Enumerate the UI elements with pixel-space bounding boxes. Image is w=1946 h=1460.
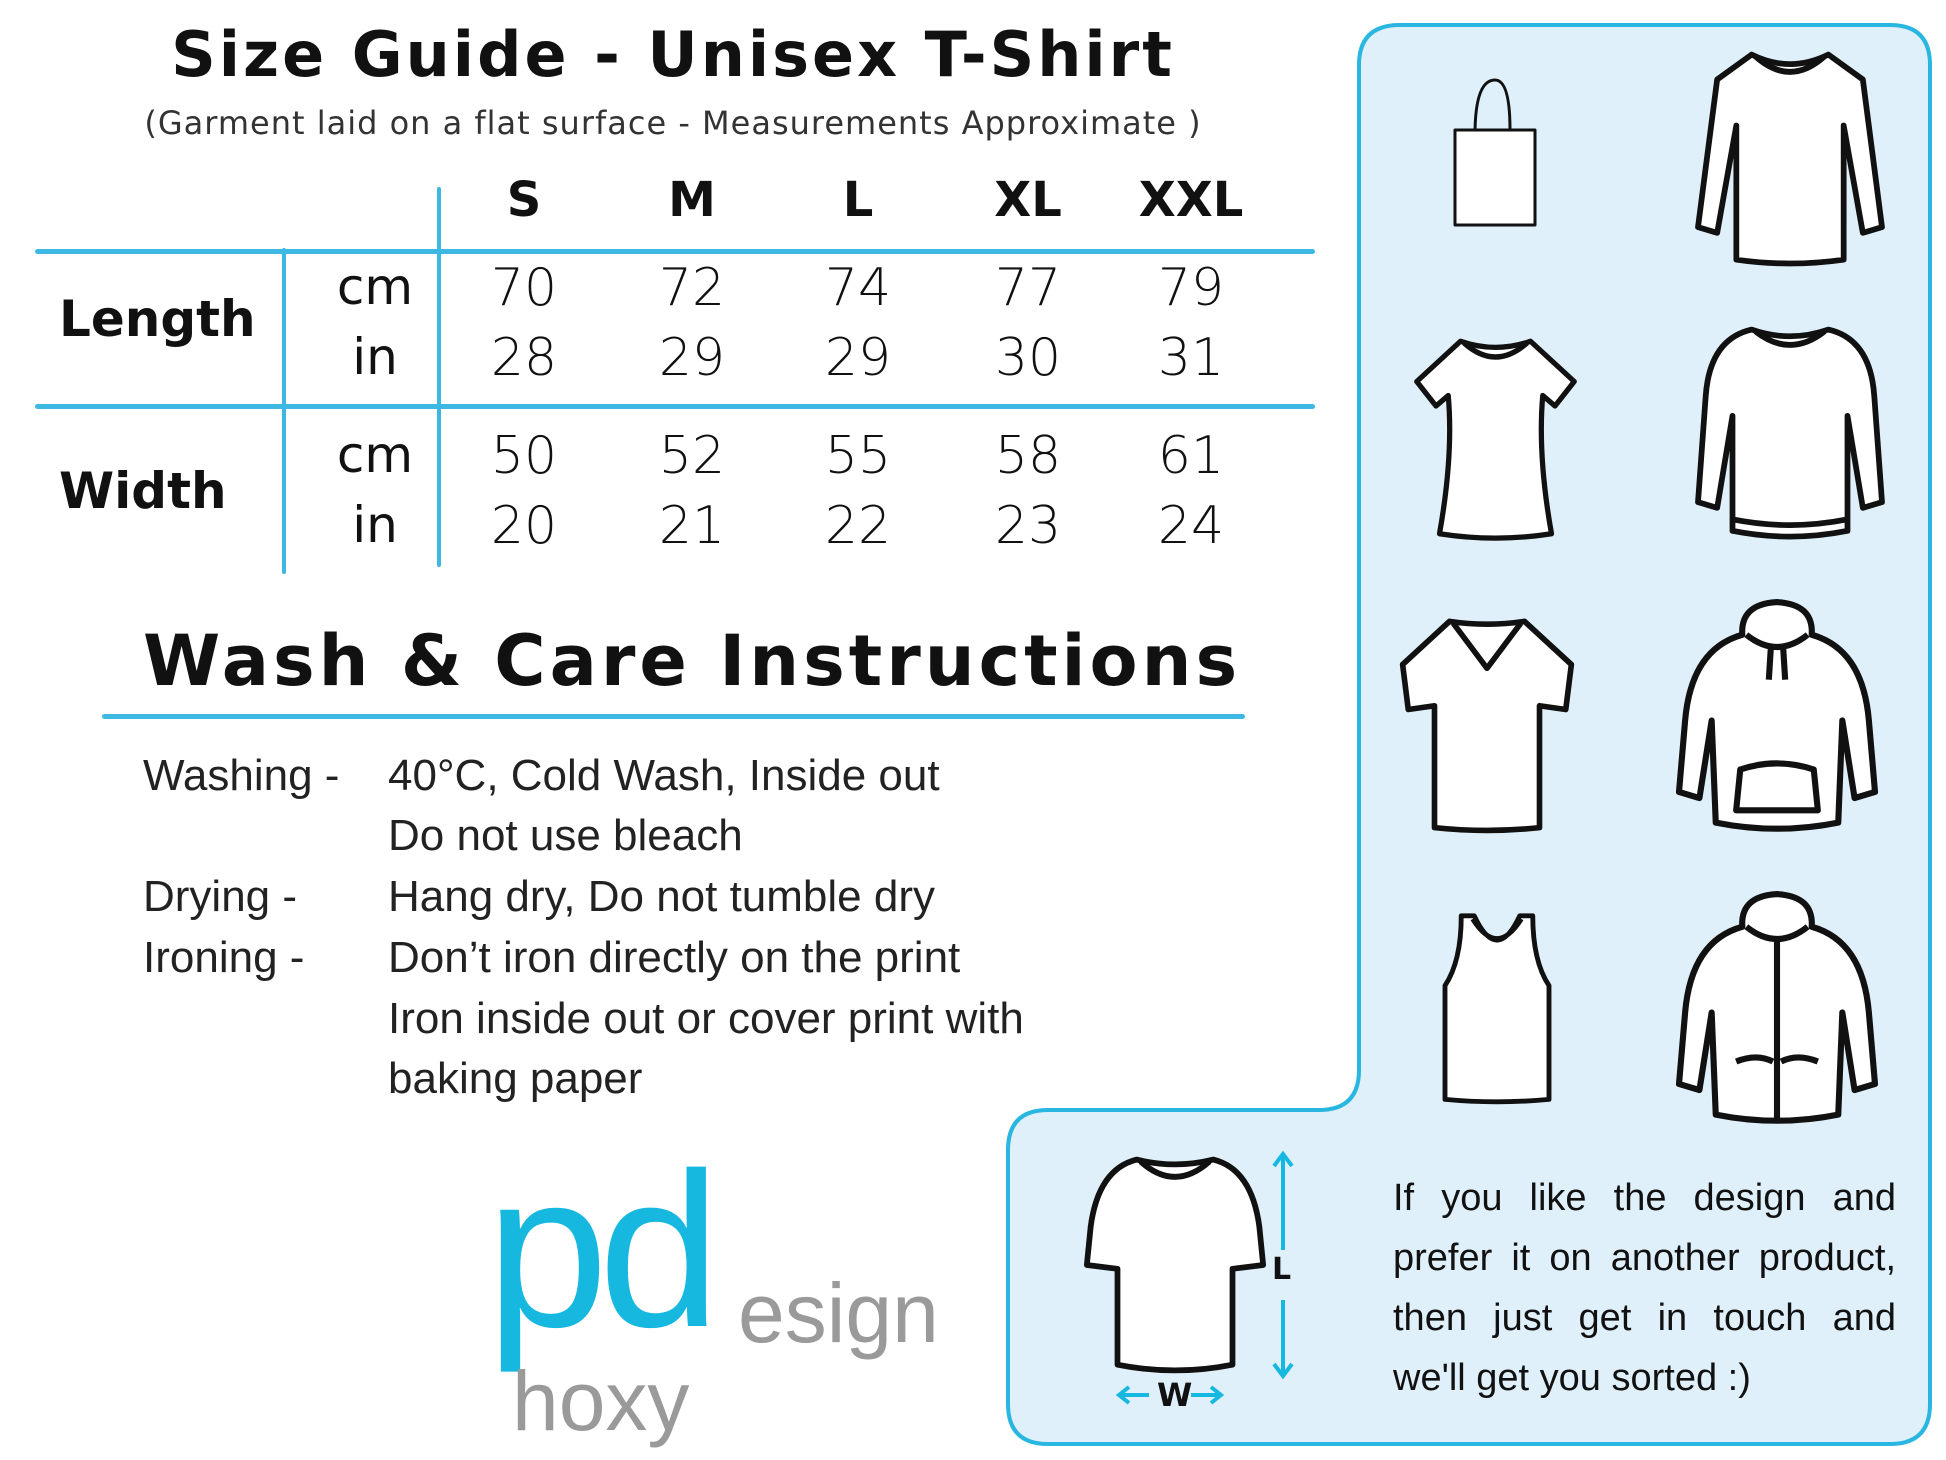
- row-label-width: Width: [59, 462, 227, 520]
- ironing-line: Iron inside out or cover print with: [388, 994, 1024, 1043]
- unit-label: cm: [336, 258, 414, 316]
- wash-care-underline: [102, 714, 1245, 719]
- page-subtitle: (Garment laid on a flat surface - Measur…: [144, 104, 1202, 142]
- ironing-line: baking paper: [388, 1054, 643, 1103]
- ironing-label: Ironing -: [143, 933, 305, 982]
- table-cell: 74: [824, 258, 892, 318]
- drying-label: Drying -: [143, 872, 298, 921]
- logo-word-hoxy: hoxy: [512, 1354, 690, 1448]
- table-cell: 70: [490, 258, 558, 318]
- table-cell: 24: [1157, 496, 1225, 556]
- unit-label: in: [352, 496, 398, 554]
- unit-label: in: [352, 328, 398, 386]
- table-cell: 61: [1157, 426, 1225, 486]
- table-cell: 72: [658, 258, 726, 318]
- long-sleeve-tshirt-icon: [1695, 51, 1885, 267]
- table-cell: 58: [994, 426, 1062, 486]
- unit-label: cm: [336, 426, 414, 484]
- table-cell: 29: [824, 328, 892, 388]
- table-divider: [35, 249, 1315, 254]
- table-cell: 52: [658, 426, 726, 486]
- table-cell: 30: [994, 328, 1062, 388]
- page-title: Size Guide - Unisex T-Shirt: [171, 18, 1175, 91]
- womens-tshirt-icon: [1414, 338, 1577, 541]
- table-cell: 50: [490, 426, 558, 486]
- note-line: prefer it on another product,: [1393, 1237, 1896, 1279]
- sweatshirt-icon: [1695, 326, 1885, 540]
- v-neck-tshirt-icon: [1399, 618, 1575, 834]
- table-cell: 28: [490, 328, 558, 388]
- logo-word-esign: esign: [738, 1266, 939, 1360]
- length-arrow-icon: [1270, 1150, 1296, 1380]
- table-cell: 22: [824, 496, 892, 556]
- width-label: W: [1157, 1376, 1193, 1414]
- hoodie-icon: [1675, 599, 1879, 832]
- table-cell: 31: [1157, 328, 1225, 388]
- row-label-length: Length: [59, 290, 256, 348]
- table-divider: [437, 187, 441, 567]
- size-header-l: L: [842, 172, 874, 228]
- note-line: then just get in touch and: [1393, 1297, 1896, 1339]
- table-cell: 23: [994, 496, 1062, 556]
- wash-care-title: Wash & Care Instructions: [143, 620, 1242, 702]
- table-divider: [35, 404, 1315, 409]
- tank-top-icon: [1442, 913, 1552, 1105]
- size-header-m: M: [668, 172, 716, 228]
- table-cell: 79: [1157, 258, 1225, 318]
- table-divider: [282, 248, 286, 574]
- table-cell: 29: [658, 328, 726, 388]
- size-header-xxl: XXL: [1138, 172, 1244, 228]
- washing-label: Washing -: [143, 751, 340, 800]
- drying-line: Hang dry, Do not tumble dry: [388, 872, 935, 921]
- washing-line: Do not use bleach: [388, 811, 743, 860]
- table-cell: 21: [658, 496, 726, 556]
- ironing-line: Don’t iron directly on the print: [388, 933, 961, 982]
- table-cell: 55: [824, 426, 892, 486]
- size-header-s: S: [506, 172, 542, 228]
- logo-mark: pd: [486, 1127, 721, 1373]
- tote-bag-icon: [1453, 78, 1537, 227]
- table-cell: 20: [490, 496, 558, 556]
- zip-hoodie-icon: [1675, 891, 1879, 1124]
- size-header-xl: XL: [994, 172, 1062, 228]
- washing-line: 40°C, Cold Wash, Inside out: [388, 751, 940, 800]
- note-line: we'll get you sorted :): [1393, 1357, 1751, 1399]
- length-label: L: [1272, 1252, 1292, 1287]
- note-line: If you like the design and: [1393, 1177, 1896, 1219]
- table-cell: 77: [994, 258, 1062, 318]
- width-arrow-icon: [1115, 1385, 1225, 1405]
- measurement-tshirt-icon: [1083, 1156, 1267, 1374]
